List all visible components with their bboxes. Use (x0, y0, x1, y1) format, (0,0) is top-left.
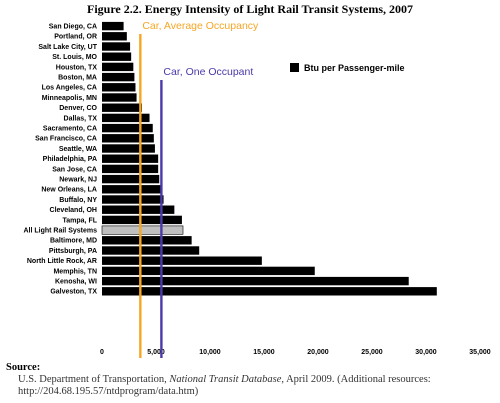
bar-san-jose-ca (102, 164, 159, 174)
source-publication: National Transit Database (169, 374, 282, 385)
bar-salt-lake-city-ut (102, 42, 131, 51)
source-prefix: U.S. Department of Transportation, (18, 374, 170, 385)
legend-label: Btu per Passenger-mile (304, 63, 405, 73)
category-label-san-francisco-ca: San Francisco, CA (35, 136, 97, 143)
category-label-san-diego-ca: San Diego, CA (49, 24, 97, 31)
x-axis-ticks: 0 5,000 10,000 15,000 20,000 25,000 30,000 35,0… (100, 349, 491, 356)
x-tick-label: 15,000 (253, 349, 275, 356)
category-label-pittsburgh-pa: Pittsburgh, PA (49, 248, 97, 255)
bar-north-little-rock-ar (102, 256, 262, 265)
source-heading: Source: (6, 362, 41, 373)
legend-swatch (290, 63, 299, 72)
legend: Btu per Passenger-mile (290, 63, 405, 73)
bar-newark-nj (102, 174, 160, 184)
source-suffix: , April 2009. (Additional resources: (281, 374, 431, 385)
source-note: Source: U.S. Department of Transportatio… (6, 362, 496, 398)
category-label-san-jose-ca: San Jose, CA (52, 166, 97, 173)
bar-dallas-tx (102, 113, 150, 123)
category-label-portland-or: Portland, OR (54, 34, 97, 41)
x-tick-label: 35,000 (469, 349, 491, 356)
category-label-philadelphia-pa: Philadelphia, PA (43, 156, 97, 163)
x-tick-label: 25,000 (361, 349, 383, 356)
bar-galveston-tx (102, 287, 437, 296)
category-label-minneapolis-mn: Minneapolis, MN (42, 95, 97, 102)
category-label-buffalo-ny: Buffalo, NY (59, 197, 97, 204)
category-label-baltimore-md: Baltimore, MD (50, 238, 97, 245)
category-label-boston-ma: Boston, MA (58, 75, 97, 82)
bar-cleveland-oh (102, 205, 175, 214)
bar-portland-or (102, 32, 127, 41)
bar-buffalo-ny (102, 195, 164, 204)
bar-houston-tx (102, 62, 134, 72)
category-label-kenosha-wi: Kenosha, WI (55, 279, 97, 286)
bar-san-francisco-ca (102, 134, 154, 143)
source-citation: U.S. Department of Transportation, Natio… (6, 374, 496, 386)
bar-all-light-rail-systems (101, 225, 184, 235)
bar-baltimore-md (102, 236, 192, 245)
category-label-galveston-tx: Galveston, TX (50, 289, 97, 296)
energy-intensity-chart: San Diego, CA Portland, OR Salt Lake City,… (23, 20, 491, 358)
bar-philadelphia-pa (102, 154, 159, 163)
chart-title: Figure 2.2. Energy Intensity of Light Ra… (86, 2, 413, 16)
category-label-st-louis-mo: St. Louis, MO (52, 54, 97, 61)
category-label-seattle-wa: Seattle, WA (59, 146, 97, 153)
bar-st-louis-mo (102, 52, 132, 61)
category-label-sacramento-ca: Sacramento, CA (43, 126, 97, 133)
ref-label-car-average-occupancy: Car, Average Occupancy (142, 20, 259, 32)
category-label-newark-nj: Newark, NJ (59, 177, 97, 184)
category-label-dallas-tx: Dallas, TX (64, 115, 98, 122)
reference-lines: Car, Average Occupancy Car, One Occupant (139, 20, 259, 358)
source-url[interactable]: http://204.68.195.57/ntdprogram/data.htm… (18, 386, 199, 397)
bar-denver-co (102, 103, 142, 112)
category-label-los-angeles-ca: Los Angeles, CA (42, 85, 97, 92)
category-label-north-little-rock-ar: North Little Rock, AR (27, 258, 97, 265)
category-label-new-orleans-la: New Orleans, LA (41, 187, 97, 194)
category-label-memphis-tn: Memphis, TN (53, 268, 97, 275)
bar-boston-ma (102, 72, 135, 82)
category-label-salt-lake-city-ut: Salt Lake City, UT (38, 44, 97, 51)
x-tick-label: 0 (100, 349, 104, 356)
bar-new-orleans-la (102, 185, 162, 194)
x-tick-label: 20,000 (307, 349, 329, 356)
category-label-cleveland-oh: Cleveland, OH (50, 207, 97, 214)
bar-memphis-tn (102, 266, 315, 276)
ref-label-car-one-occupant: Car, One Occupant (163, 66, 253, 78)
bars (101, 21, 437, 296)
bar-tampa-fl (102, 215, 182, 225)
bar-los-angeles-ca (102, 83, 136, 92)
bar-seattle-wa (102, 144, 155, 153)
bar-kenosha-wi (102, 276, 409, 286)
category-label-houston-tx: Houston, TX (56, 64, 98, 71)
x-tick-label: 5,000 (147, 349, 165, 356)
category-labels: San Diego, CA Portland, OR Salt Lake City,… (23, 24, 97, 296)
bar-minneapolis-mn (102, 93, 137, 102)
bar-sacramento-ca (102, 123, 153, 133)
x-tick-label: 30,000 (415, 349, 437, 356)
category-label-tampa-fl: Tampa, FL (63, 217, 98, 224)
bar-san-diego-ca (102, 21, 124, 31)
bar-pittsburgh-pa (102, 246, 200, 255)
category-label-denver-co: Denver, CO (59, 105, 97, 112)
x-tick-label: 10,000 (199, 349, 221, 356)
category-label-all-light-rail-systems: All Light Rail Systems (23, 228, 97, 235)
